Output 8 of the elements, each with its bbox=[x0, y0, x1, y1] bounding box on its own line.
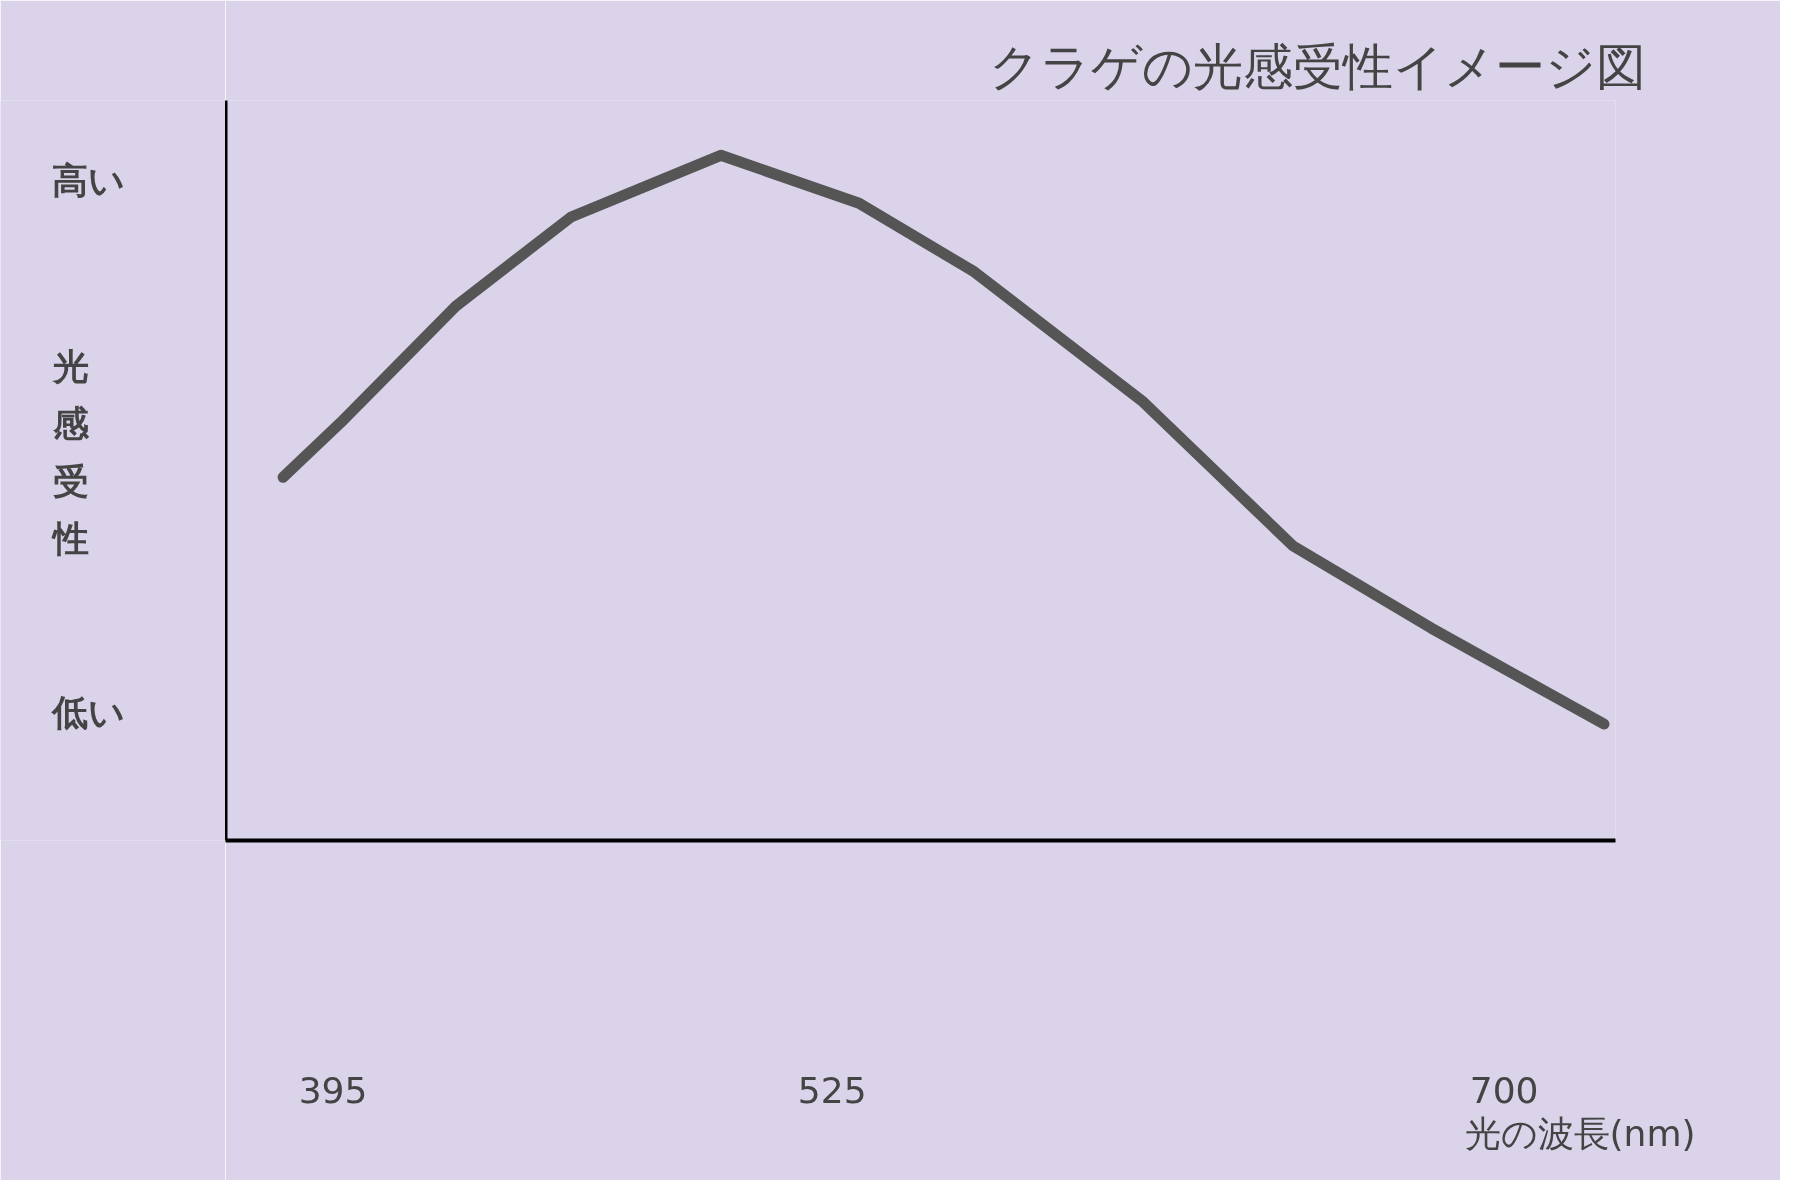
x-tick-label: 525 bbox=[797, 1069, 867, 1111]
text: 低い bbox=[50, 692, 125, 733]
x-tick-label: 395 bbox=[298, 1069, 368, 1111]
chart-title: クラゲの光感受性イメージ図 bbox=[988, 37, 1646, 96]
x-tick-label: 700 bbox=[1469, 1069, 1539, 1111]
y-axis-title: 光感受性 bbox=[50, 345, 90, 560]
text: 高い bbox=[52, 160, 125, 201]
x-axis-title: 光の波長(nm) bbox=[1464, 1112, 1696, 1154]
